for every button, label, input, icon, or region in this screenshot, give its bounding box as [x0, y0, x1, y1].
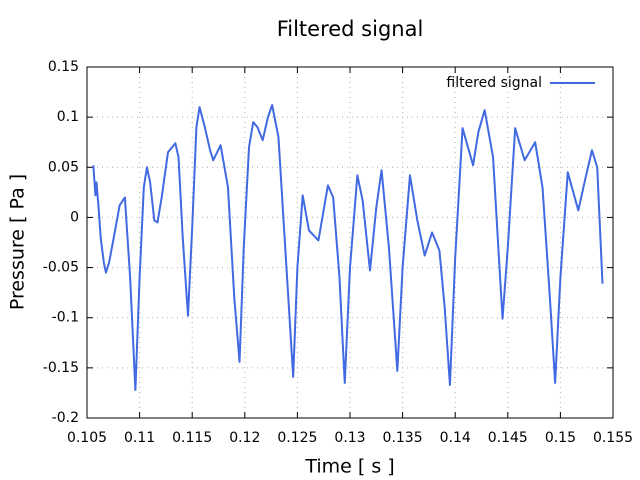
x-axis-label: Time [ s ] — [304, 456, 394, 478]
legend-label: filtered signal — [446, 75, 542, 91]
x-tick-label: 0.155 — [593, 430, 633, 446]
chart-title: Filtered signal — [277, 17, 424, 41]
x-tick-label: 0.11 — [124, 430, 155, 446]
x-tick-label: 0.13 — [334, 430, 365, 446]
x-tick-label: 0.14 — [440, 430, 471, 446]
x-tick-label: 0.125 — [277, 430, 317, 446]
y-tick-label: 0.15 — [48, 59, 79, 75]
x-tick-label: 0.12 — [229, 430, 260, 446]
x-tick-label: 0.105 — [67, 430, 107, 446]
y-tick-label: -0.15 — [43, 360, 79, 376]
y-tick-label: 0.05 — [48, 159, 79, 175]
x-tick-label: 0.15 — [545, 430, 576, 446]
y-tick-label: 0 — [70, 209, 79, 225]
plot-border — [86, 66, 614, 419]
x-tick-label: 0.115 — [172, 430, 212, 446]
y-tick-label: -0.05 — [43, 260, 79, 276]
y-tick-label: 0.1 — [57, 109, 79, 125]
y-tick-label: -0.2 — [52, 410, 79, 426]
x-tick-label: 0.145 — [488, 430, 528, 446]
y-tick-label: -0.1 — [52, 310, 79, 326]
x-tick-label: 0.135 — [383, 430, 423, 446]
y-axis-label: Pressure [ Pa ] — [7, 174, 29, 310]
series-line — [92, 104, 604, 391]
